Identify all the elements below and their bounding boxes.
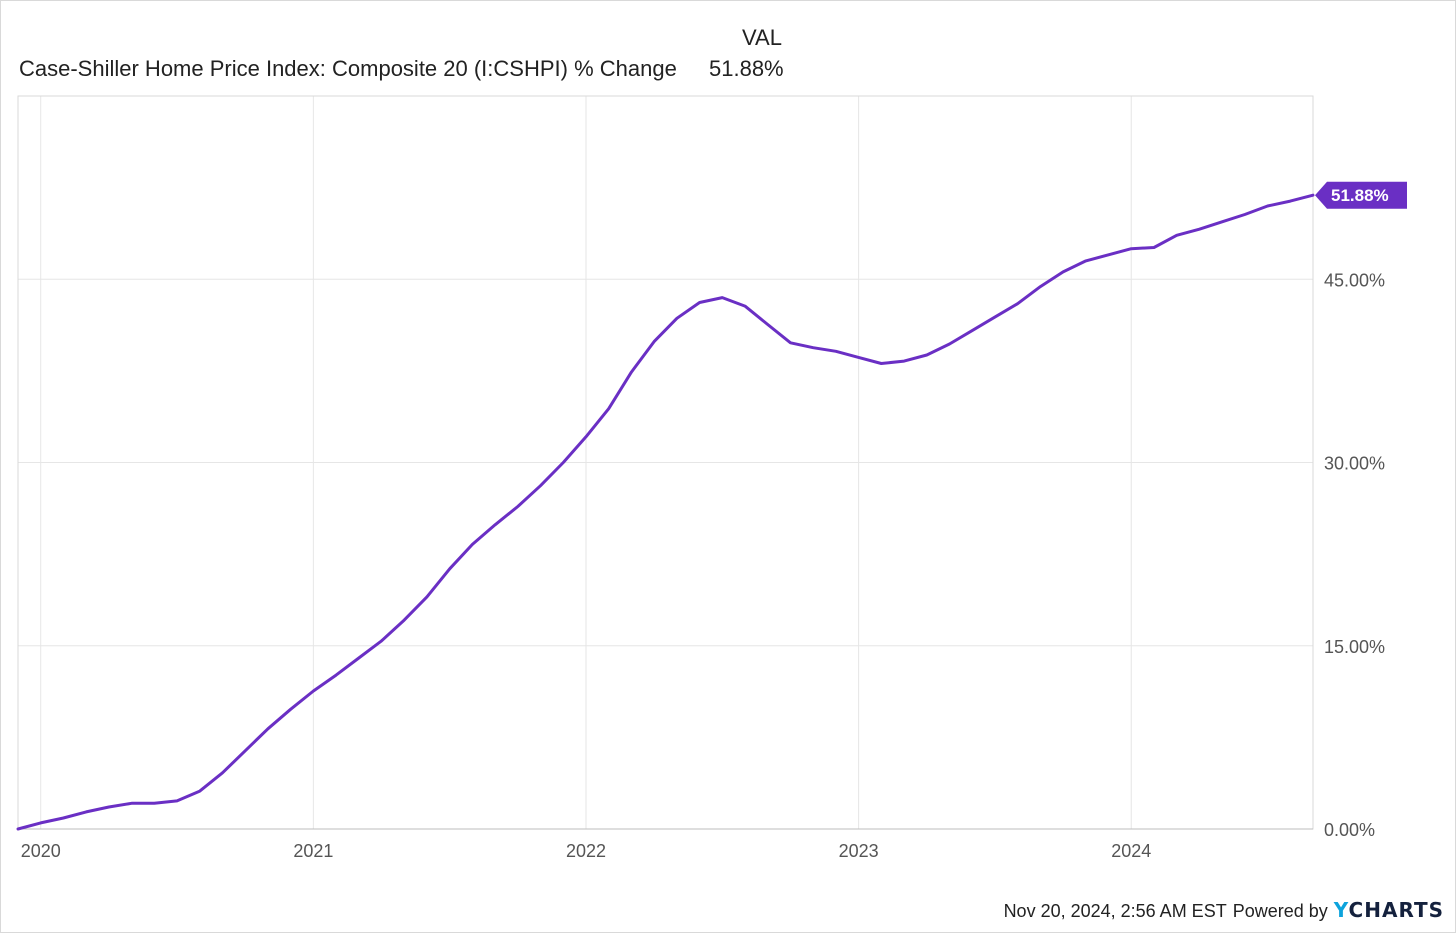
legend-header: VAL: [742, 25, 782, 50]
footer-timestamp: Nov 20, 2024, 2:56 AM EST: [1003, 901, 1227, 921]
x-tick-label: 2023: [839, 841, 879, 861]
legend-series-value: 51.88%: [709, 56, 784, 81]
axes: [17, 95, 1314, 830]
last-value-badge: [1315, 181, 1407, 209]
grid-lines: [18, 96, 1313, 829]
x-tick-label: 2020: [21, 841, 61, 861]
ycharts-logo-y: Y: [1333, 898, 1349, 922]
ycharts-logo[interactable]: YCHARTS: [1334, 898, 1444, 922]
y-tick-label: 30.00%: [1324, 454, 1385, 474]
ycharts-logo-text: CHARTS: [1348, 898, 1444, 922]
y-tick-label: 15.00%: [1324, 637, 1385, 657]
x-tick-label: 2024: [1111, 841, 1151, 861]
y-tick-label: 0.00%: [1324, 820, 1375, 840]
footer-powered-by: Powered by: [1232, 901, 1328, 921]
last-value-badge-group: 51.88%: [1315, 181, 1407, 209]
series-layer: [16, 193, 1315, 831]
legend-series-name[interactable]: Case-Shiller Home Price Index: Composite…: [19, 56, 677, 81]
y-tick-label: 45.00%: [1324, 270, 1385, 290]
chart-footer: Nov 20, 2024, 2:56 AM EST Powered by YCH…: [1004, 898, 1444, 922]
tick-labels: 0.00% 15.00% 30.00% 45.00% 2020 2021 2022 2023 2…: [21, 270, 1385, 861]
series-line: [16, 193, 1315, 831]
x-tick-label: 2022: [566, 841, 606, 861]
last-value-label: 51.88%: [1331, 186, 1389, 205]
x-tick-label: 2021: [293, 841, 333, 861]
